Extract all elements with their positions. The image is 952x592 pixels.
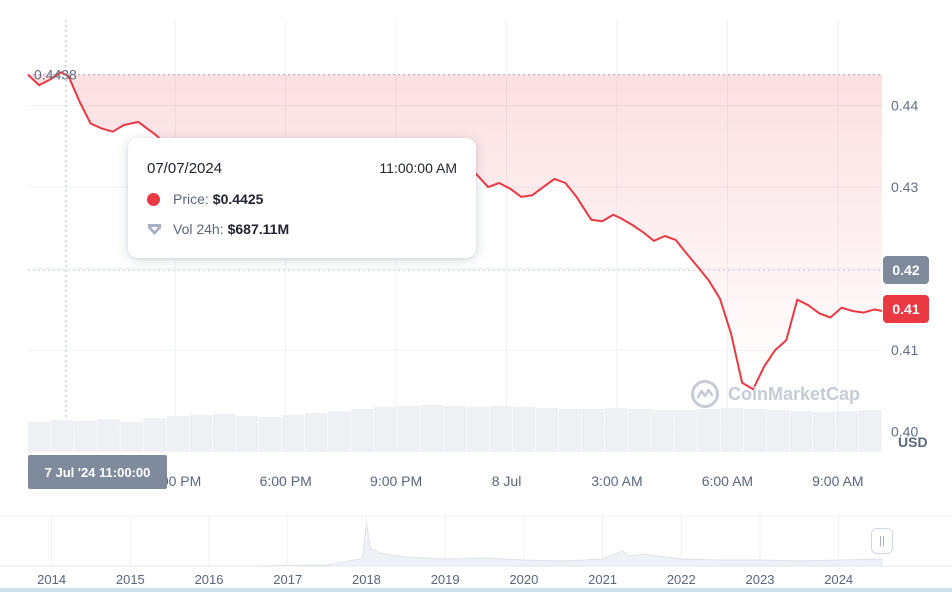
volume-bar bbox=[512, 407, 536, 452]
coinmarketcap-logo-icon bbox=[691, 380, 719, 408]
volume-bar bbox=[28, 422, 51, 452]
navigator-chart[interactable]: 2014 2015 2016 2017 2018 2019 2020 2021 2022 2023… bbox=[0, 515, 952, 587]
y-tick-label: 0.40 bbox=[891, 424, 918, 440]
volume-bar bbox=[120, 422, 143, 452]
navigator-year-label: 2022 bbox=[667, 572, 696, 587]
volume-bar bbox=[835, 411, 859, 452]
volume-bar bbox=[812, 412, 836, 452]
y-tick-label: 0.44 bbox=[891, 98, 918, 114]
crosshair-time-label: 7 Jul '24 11:00:00 bbox=[28, 455, 167, 489]
navigator-year-label: 2018 bbox=[352, 572, 381, 587]
volume-bar bbox=[789, 411, 813, 452]
volume-bar bbox=[212, 414, 236, 452]
tooltip-volume-value: $687.11M bbox=[227, 221, 290, 237]
navigator-year-label: 2020 bbox=[509, 572, 538, 587]
current-price-badge-gray: 0.42 bbox=[883, 256, 929, 285]
tooltip-price-value: $0.4425 bbox=[212, 191, 264, 207]
volume-bar bbox=[397, 406, 420, 452]
volume-bar bbox=[235, 416, 259, 452]
y-tick-label: 0.43 bbox=[891, 179, 918, 195]
tooltip-date: 07/07/2024 bbox=[147, 160, 223, 177]
tooltip-volume-row: Vol 24h: $687.11M bbox=[147, 221, 289, 237]
volume-bar bbox=[189, 415, 213, 452]
volume-bar bbox=[743, 409, 767, 452]
tooltip-price-label: Price: bbox=[173, 191, 209, 207]
volume-bar bbox=[304, 413, 328, 452]
navigator-year-label: 2015 bbox=[116, 572, 145, 587]
volume-bar bbox=[328, 411, 351, 452]
volume-bar bbox=[51, 420, 74, 452]
volume-bar bbox=[420, 405, 443, 452]
volume-bar bbox=[97, 419, 120, 452]
x-axis: 3:00 PM 6:00 PM 9:00 PM 8 Jul 3:00 AM 6:00 AM… bbox=[149, 473, 863, 489]
x-tick-label: 9:00 AM bbox=[812, 473, 863, 489]
navigator-year-label: 2017 bbox=[273, 572, 302, 587]
drag-handle-icon[interactable]: || bbox=[871, 528, 893, 554]
navigator-year-label: 2021 bbox=[588, 572, 617, 587]
volume-bar bbox=[697, 409, 720, 452]
tooltip-volume-label: Vol 24h: bbox=[173, 221, 224, 237]
volume-bar bbox=[374, 407, 397, 452]
volume-bar bbox=[766, 410, 790, 452]
navigator-year-label: 2016 bbox=[195, 572, 224, 587]
bottom-divider bbox=[0, 588, 952, 592]
current-price-badge-red: 0.41 bbox=[883, 295, 929, 324]
navigator-year-label: 2024 bbox=[824, 572, 853, 587]
volume-bar bbox=[489, 406, 513, 452]
x-tick-label: 8 Jul bbox=[492, 473, 522, 489]
tooltip-price-row: Price: $0.4425 bbox=[147, 191, 263, 207]
navigator-year-label: 2014 bbox=[37, 572, 66, 587]
volume-bar bbox=[74, 421, 97, 452]
volume-bar bbox=[558, 409, 582, 452]
volume-bar bbox=[858, 410, 882, 452]
price-tooltip: 07/07/2024 11:00:00 AM Price: $0.4425 Vo… bbox=[128, 138, 476, 258]
y-tick-label: 0.41 bbox=[891, 342, 918, 358]
volume-bar bbox=[281, 415, 305, 452]
volume-bar bbox=[674, 410, 697, 452]
navigator-year-label: 2019 bbox=[431, 572, 460, 587]
currency-label: USD bbox=[898, 434, 928, 450]
watermark-text: CoinMarketCap bbox=[728, 383, 861, 404]
navigator-year-label: 2023 bbox=[746, 572, 775, 587]
volume-icon bbox=[147, 223, 162, 236]
navigator-profile bbox=[28, 523, 883, 567]
volume-bar bbox=[651, 410, 674, 452]
volume-bar bbox=[720, 408, 744, 452]
volume-bar bbox=[605, 408, 628, 452]
volume-bar bbox=[628, 409, 651, 452]
price-dot-icon bbox=[147, 192, 160, 206]
x-tick-label: 6:00 AM bbox=[702, 473, 753, 489]
x-tick-label: 9:00 PM bbox=[370, 473, 422, 489]
tooltip-time: 11:00:00 AM bbox=[379, 160, 457, 176]
volume-bar bbox=[143, 418, 166, 452]
volume-bar bbox=[166, 416, 190, 452]
volume-bar bbox=[351, 409, 374, 452]
last-price-label: 0.4438 bbox=[34, 67, 77, 83]
x-tick-label: 6:00 PM bbox=[260, 473, 312, 489]
volume-bar bbox=[466, 407, 490, 452]
volume-bar bbox=[535, 408, 559, 452]
volume-bar bbox=[443, 406, 467, 452]
x-tick-label: 3:00 AM bbox=[591, 473, 642, 489]
volume-bar bbox=[258, 417, 282, 452]
watermark: CoinMarketCap bbox=[690, 379, 860, 409]
volume-bars bbox=[28, 405, 882, 452]
volume-bar bbox=[581, 409, 605, 452]
